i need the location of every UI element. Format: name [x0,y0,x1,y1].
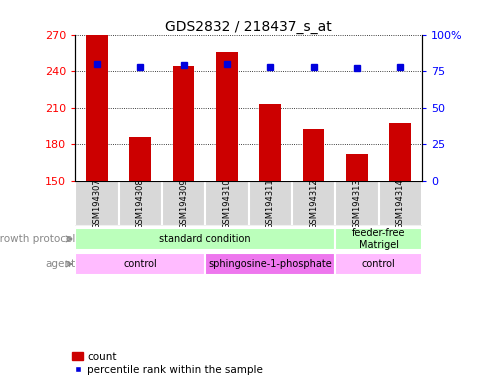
Bar [259,104,281,180]
Text: GSM194311: GSM194311 [265,178,274,229]
Bar [291,180,334,227]
Bar [75,253,205,275]
Text: growth protocol: growth protocol [0,234,75,244]
Text: feeder-free
Matrigel: feeder-free Matrigel [351,228,405,250]
Bar [215,51,237,180]
Bar [346,154,367,180]
Bar [75,180,118,227]
Bar [129,137,151,180]
Bar [378,180,421,227]
Text: GSM194313: GSM194313 [352,178,361,229]
Bar [75,228,334,250]
Title: GDS2832 / 218437_s_at: GDS2832 / 218437_s_at [165,20,331,33]
Bar [248,180,291,227]
Bar [334,228,421,250]
Text: GSM194308: GSM194308 [136,178,144,229]
Text: GSM194310: GSM194310 [222,178,231,229]
Text: GSM194307: GSM194307 [92,178,101,229]
Text: control: control [361,259,394,269]
Bar [172,66,194,180]
Bar [334,253,421,275]
Bar [205,253,334,275]
Text: standard condition: standard condition [159,234,251,244]
Text: sphingosine-1-phosphate: sphingosine-1-phosphate [208,259,332,269]
Bar [334,180,378,227]
Bar [389,123,410,180]
Text: control: control [123,259,157,269]
Legend: count, percentile rank within the sample: count, percentile rank within the sample [68,348,267,379]
Bar [118,180,162,227]
Bar [205,180,248,227]
Bar [162,180,205,227]
Text: agent: agent [45,259,75,269]
Text: GSM194314: GSM194314 [395,178,404,229]
Bar [302,129,324,180]
Text: GSM194312: GSM194312 [308,178,318,229]
Text: GSM194309: GSM194309 [179,178,188,229]
Bar [86,35,107,180]
